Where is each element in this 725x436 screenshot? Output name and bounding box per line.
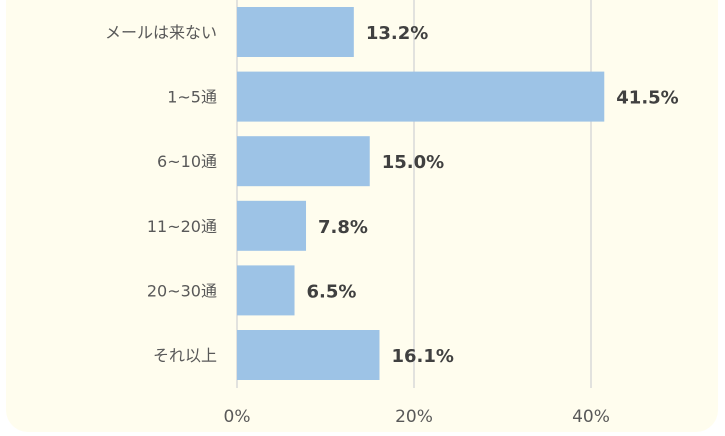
bar bbox=[237, 265, 295, 316]
category-label: それ以上 bbox=[153, 346, 217, 365]
x-tick-label: 0% bbox=[224, 407, 251, 427]
category-label: 20~30通 bbox=[147, 281, 217, 300]
x-tick-label: 40% bbox=[572, 407, 610, 427]
category-label: 1~5通 bbox=[167, 88, 217, 107]
x-tick-label: 20% bbox=[395, 407, 433, 427]
bar bbox=[237, 7, 354, 57]
data-label: 15.0% bbox=[382, 152, 444, 173]
data-label: 16.1% bbox=[391, 346, 453, 367]
bar bbox=[237, 330, 380, 380]
bar bbox=[237, 71, 605, 122]
data-label: 7.8% bbox=[318, 217, 368, 238]
bar bbox=[237, 200, 307, 251]
category-label: メールは来ない bbox=[105, 23, 217, 42]
bar bbox=[237, 136, 370, 187]
category-label: 11~20通 bbox=[147, 217, 217, 236]
category-label: 6~10通 bbox=[157, 152, 217, 171]
data-label: 41.5% bbox=[616, 88, 678, 109]
data-label: 13.2% bbox=[366, 23, 428, 44]
data-label: 6.5% bbox=[307, 281, 357, 302]
